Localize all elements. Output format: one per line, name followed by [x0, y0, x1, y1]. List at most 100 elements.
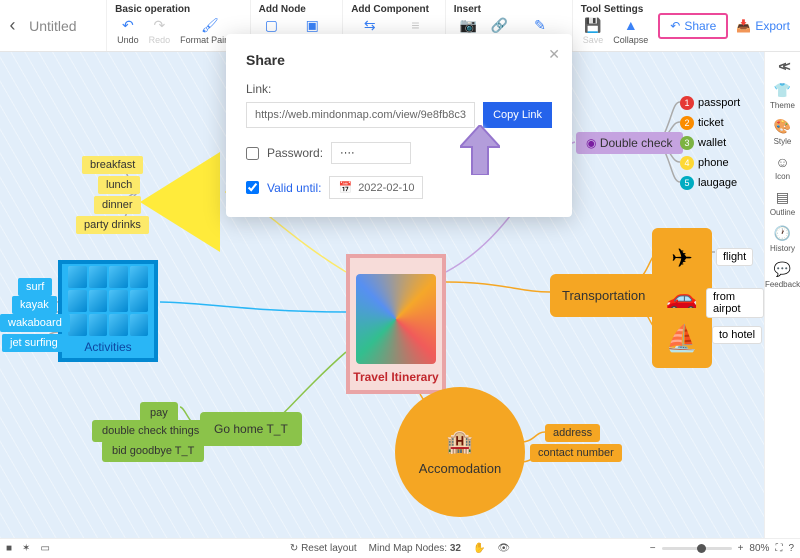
node-hotel-img[interactable]: ⛵ — [652, 308, 712, 368]
password-input[interactable] — [331, 142, 411, 164]
sidebar-theme[interactable]: 👕Theme — [770, 82, 795, 110]
node-go-home[interactable]: Go home T_T — [200, 412, 302, 446]
comments-icon: ✎ — [534, 17, 546, 33]
node-breakfast[interactable]: breakfast — [82, 156, 143, 174]
zoom-slider[interactable] — [662, 547, 732, 550]
node-food-triangle[interactable] — [140, 152, 220, 252]
node-from-airport[interactable]: from airpot — [706, 288, 764, 318]
help-icon[interactable]: ? — [788, 543, 794, 554]
bottom-icon-3[interactable]: ▭ — [40, 543, 49, 554]
hand-icon[interactable]: ✋ — [473, 543, 485, 554]
link-icon: 🔗 — [491, 17, 508, 33]
history-icon: 🕐 — [774, 225, 791, 242]
node-icon: ▢ — [265, 17, 278, 33]
sidebar-icon[interactable]: ☺Icon — [775, 154, 790, 181]
redo-icon: ↷ — [154, 17, 166, 33]
right-sidebar: << 👕Theme 🎨Style ☺Icon ▤Outline 🕐History… — [764, 52, 800, 538]
export-button[interactable]: 📥Export — [736, 19, 790, 33]
node-central[interactable]: Travel Itinerary — [346, 254, 446, 394]
format-painter-icon: 🖌 — [201, 17, 219, 33]
sidebar-outline[interactable]: ▤Outline — [770, 189, 795, 217]
node-phone[interactable]: 4phone — [680, 156, 729, 170]
pointer-arrow — [460, 125, 500, 180]
group-title: Basic operation — [113, 2, 244, 17]
num-3-icon: 3 — [680, 136, 694, 150]
nodes-count: Mind Map Nodes: 32 — [369, 543, 461, 554]
share-icon: ↶ — [670, 19, 680, 33]
relation-icon: ⇆ — [364, 17, 376, 33]
node-lunch[interactable]: lunch — [98, 176, 140, 194]
zoom-value: 80% — [749, 543, 769, 554]
sidebar-history[interactable]: 🕐History — [770, 225, 795, 253]
bottom-icon-1[interactable]: ■ — [6, 543, 12, 554]
node-double-check-things[interactable]: double check things — [92, 420, 209, 442]
export-icon: 📥 — [736, 19, 751, 33]
collapse-button[interactable]: ▲Collapse — [609, 17, 652, 45]
style-icon: 🎨 — [774, 118, 791, 135]
link-label: Link: — [246, 82, 552, 96]
node-to-hotel[interactable]: to hotel — [712, 326, 762, 344]
theme-icon: 👕 — [774, 82, 791, 99]
sidebar-collapse-button[interactable]: << — [778, 58, 786, 74]
eye-icon[interactable]: 👁 — [497, 543, 510, 554]
valid-until-input[interactable]: 📅2022-02-10 — [329, 176, 423, 199]
node-passport[interactable]: 1passport — [680, 96, 740, 110]
collapse-icon: ▲ — [624, 17, 638, 33]
node-kayak[interactable]: kayak — [12, 296, 57, 314]
fullscreen-icon[interactable]: ⛶ — [775, 543, 782, 554]
node-bid-goodbye[interactable]: bid goodbye T_T — [102, 440, 204, 462]
boat-icon: ⛵ — [666, 323, 698, 354]
reset-layout-button[interactable]: ↻ Reset layout — [290, 543, 357, 554]
bottom-bar: ■ ✶ ▭ ↻ Reset layout Mind Map Nodes: 32 … — [0, 538, 800, 558]
num-4-icon: 4 — [680, 156, 694, 170]
zoom-out-button[interactable]: − — [650, 543, 656, 554]
sidebar-feedback[interactable]: 💬Feedback — [765, 261, 800, 289]
feedback-icon: 💬 — [774, 261, 791, 278]
num-2-icon: 2 — [680, 116, 694, 130]
save-icon: 💾 — [584, 17, 601, 33]
node-surf[interactable]: surf — [18, 278, 52, 296]
subnode-icon: ▣ — [306, 17, 319, 33]
node-contact-number[interactable]: contact number — [530, 444, 622, 462]
bottom-icon-2[interactable]: ✶ — [22, 543, 30, 554]
node-address[interactable]: address — [545, 424, 600, 442]
node-wallet[interactable]: 3wallet — [680, 136, 726, 150]
node-ticket[interactable]: 2ticket — [680, 116, 724, 130]
password-label: Password: — [267, 146, 323, 160]
undo-button[interactable]: ↶Undo — [113, 17, 143, 45]
node-activities[interactable]: Activities — [58, 260, 158, 362]
undo-icon: ↶ — [122, 17, 134, 33]
sidebar-style[interactable]: 🎨Style — [774, 118, 792, 146]
zoom-in-button[interactable]: + — [738, 543, 744, 554]
save-button[interactable]: 💾Save — [579, 17, 608, 45]
group-title: Tool Settings — [579, 2, 653, 17]
node-laugage[interactable]: 5laugage — [680, 176, 737, 190]
share-button[interactable]: ↶Share — [658, 13, 728, 39]
share-link-input[interactable] — [246, 102, 475, 128]
document-title[interactable]: Untitled — [25, 0, 106, 51]
group-title: Add Component — [349, 2, 439, 17]
icon-icon: ☺ — [775, 154, 789, 170]
node-double-check[interactable]: ◉ Double check — [576, 132, 683, 154]
central-image — [356, 274, 436, 364]
back-button[interactable]: ‹ — [0, 0, 25, 51]
valid-until-checkbox[interactable] — [246, 181, 259, 194]
password-checkbox[interactable] — [246, 147, 259, 160]
num-1-icon: 1 — [680, 96, 694, 110]
activities-thumb — [68, 266, 148, 336]
node-transportation[interactable]: Transportation — [550, 274, 657, 317]
hotel-icon: 🏨 — [446, 429, 473, 455]
redo-button[interactable]: ↷Redo — [145, 17, 175, 45]
node-party-drinks[interactable]: party drinks — [76, 216, 149, 234]
valid-until-label: Valid until: — [267, 181, 321, 195]
summary-icon: ≡ — [411, 17, 419, 33]
dialog-title: Share — [246, 52, 552, 68]
share-dialog: Share ✕ Link: Copy Link Password: Valid … — [226, 34, 572, 217]
node-wakaboard[interactable]: wakaboard — [0, 314, 70, 332]
node-jet-surfing[interactable]: jet surfing — [2, 334, 66, 352]
node-flight[interactable]: flight — [716, 248, 753, 266]
close-button[interactable]: ✕ — [548, 46, 560, 63]
group-title: Add Node — [257, 2, 337, 17]
node-accomodation[interactable]: 🏨 Accomodation — [395, 387, 525, 517]
node-dinner[interactable]: dinner — [94, 196, 141, 214]
